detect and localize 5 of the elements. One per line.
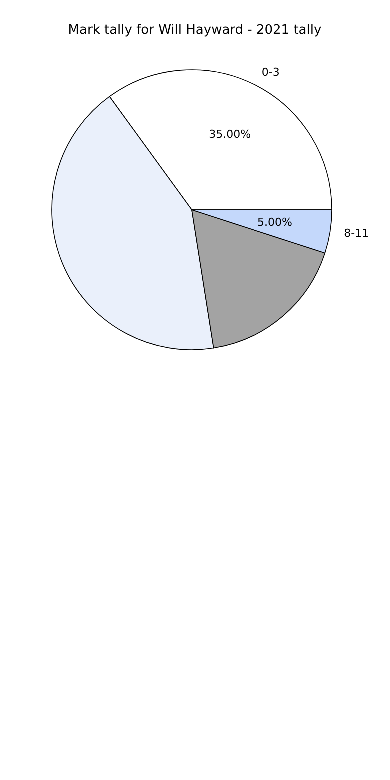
slice-label: 8-11: [344, 227, 370, 240]
slice-label: 0-3: [262, 66, 280, 79]
data-label: 5.00%: [257, 216, 292, 230]
chart-title: Mark tally for Will Hayward - 2021 tally: [68, 23, 322, 38]
data-label: 35.00%: [209, 128, 252, 142]
